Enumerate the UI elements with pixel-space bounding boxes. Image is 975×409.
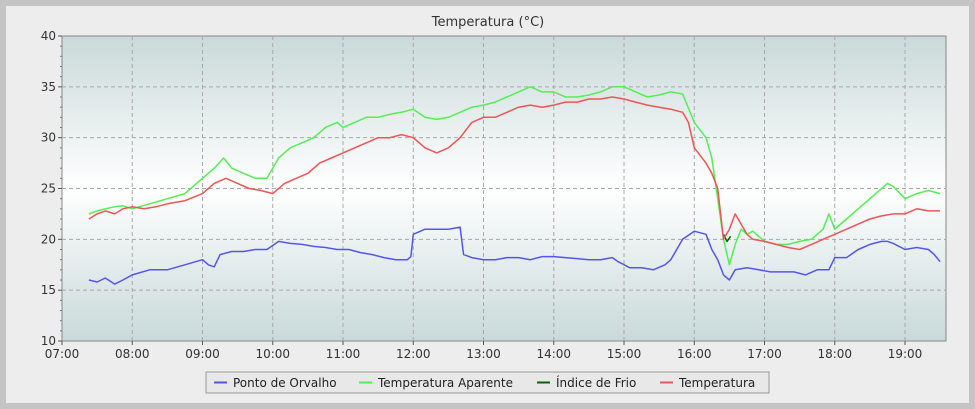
y-tick-label: 25	[41, 182, 56, 196]
y-tick-label: 10	[41, 334, 56, 348]
chart-title: Temperatura (°C)	[431, 15, 544, 30]
series-line-ponto-de-orvalho	[88, 226, 941, 285]
x-tick-label: 10:00	[255, 347, 290, 361]
y-tick-label: 30	[41, 131, 56, 145]
y-tick-label: 15	[41, 283, 56, 297]
axes: 10 15 20 25 30 35 40 07:00 08:00 09:00 10:00 11:00 1…	[41, 29, 923, 361]
series-line-temperatura-aparente	[88, 86, 941, 266]
x-tick-label: 11:00	[326, 347, 361, 361]
legend: Ponto de Orvalho Temperatura Aparente Índi…	[205, 371, 770, 394]
x-tick-label: 08:00	[115, 347, 150, 361]
x-tick-label: 12:00	[396, 347, 431, 361]
legend-item-label: Temperatura	[678, 376, 755, 390]
x-tick-label: 17:00	[747, 347, 782, 361]
x-tick-label: 19:00	[888, 347, 923, 361]
x-tick-label: 14:00	[536, 347, 571, 361]
x-tick-label: 07:00	[45, 347, 80, 361]
x-tick-label: 09:00	[185, 347, 220, 361]
legend-box	[205, 371, 770, 394]
legend-item-label: Ponto de Orvalho	[233, 376, 337, 390]
temperature-chart: Temperatura (°C) 10 15 20 25 30 35 40 07:00 08:0…	[41, 15, 947, 394]
grid-lines	[62, 36, 946, 341]
legend-item-label: Temperatura Aparente	[377, 376, 513, 390]
y-tick-label: 40	[41, 29, 56, 43]
chart-frame: Temperatura (°C) 10 15 20 25 30 35 40 07:00 08:0…	[6, 6, 969, 403]
y-tick-label: 35	[41, 80, 56, 94]
y-tick-label: 20	[41, 232, 56, 246]
series-line-temperatura	[88, 96, 941, 251]
x-tick-label: 15:00	[607, 347, 642, 361]
legend-item-label: Índice de Frio	[556, 375, 636, 390]
series-lines	[88, 86, 941, 285]
x-tick-label: 18:00	[817, 347, 852, 361]
x-tick-label: 16:00	[677, 347, 712, 361]
x-tick-label: 13:00	[466, 347, 501, 361]
